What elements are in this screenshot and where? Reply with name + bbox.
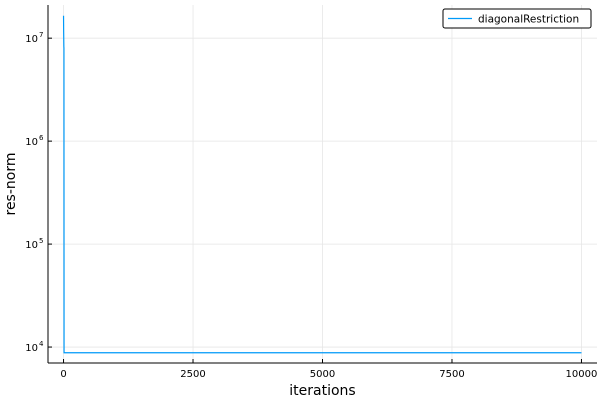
series-layer xyxy=(62,15,582,354)
y-axis-title: res-norm xyxy=(3,153,19,216)
x-tick-label: 2500 xyxy=(180,369,205,380)
y-tick-exponent: 6 xyxy=(39,134,44,142)
legend-label: diagonalRestriction xyxy=(478,14,579,26)
x-axis-title: iterations xyxy=(289,383,355,399)
y-tick-label: 10 xyxy=(25,137,38,148)
y-tick-exponent: 7 xyxy=(39,31,43,39)
x-ticks: 0 2500 5000 7500 10000 xyxy=(60,359,597,380)
x-tick-label: 5000 xyxy=(310,369,335,380)
legend-box xyxy=(442,8,592,29)
x-tick-label: 10000 xyxy=(566,369,598,380)
grid xyxy=(48,5,597,363)
y-tick-exponent: 4 xyxy=(39,340,44,348)
x-tick-label: 7500 xyxy=(439,369,464,380)
x-tick-label: 0 xyxy=(60,369,66,380)
y-tick-label: 10 xyxy=(25,240,38,251)
y-tick-label: 10 xyxy=(25,343,38,354)
y-tick-exponent: 5 xyxy=(39,237,43,245)
y-tick-label: 10 xyxy=(25,34,38,45)
legend: diagonalRestriction xyxy=(442,8,592,29)
series-line xyxy=(62,15,582,354)
